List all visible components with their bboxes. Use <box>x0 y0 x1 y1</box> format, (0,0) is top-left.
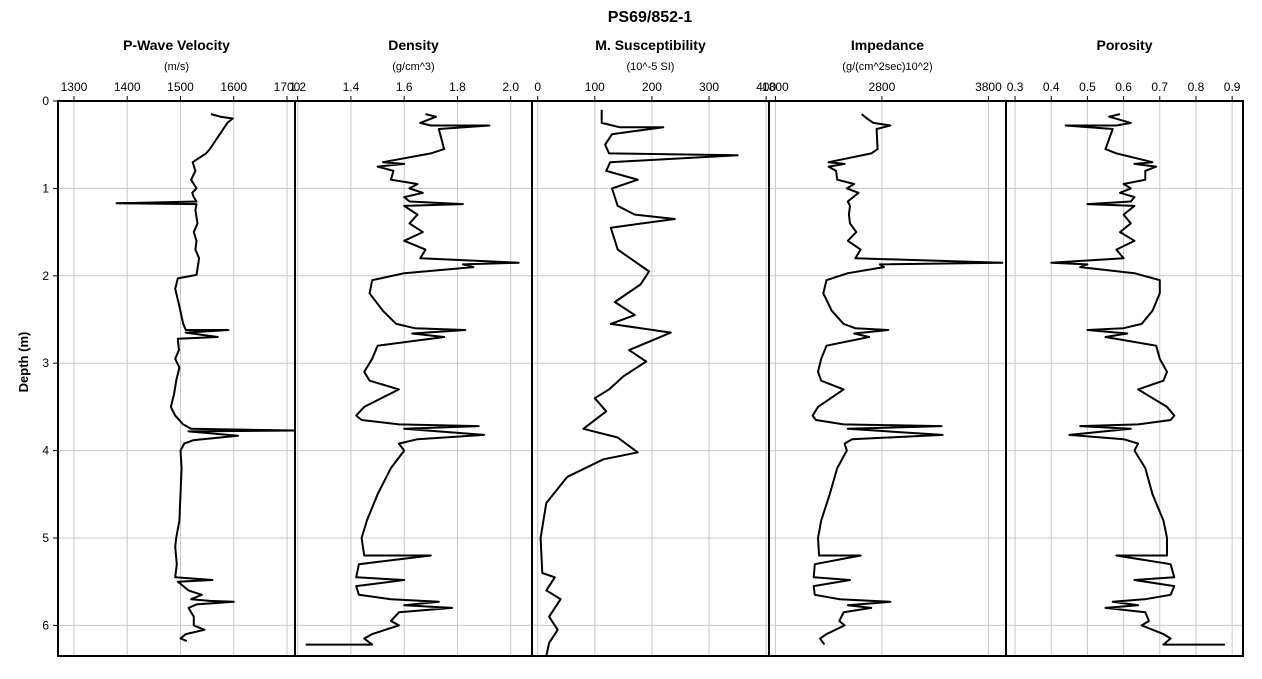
panel-unit: (10^-5 SI) <box>627 61 675 73</box>
y-tick-label: 4 <box>42 444 49 458</box>
series-line-porosity <box>1050 113 1225 646</box>
panel-frame <box>1005 100 1244 657</box>
series-line-p-wave-velocity <box>115 113 296 643</box>
x-tick-label: 1400 <box>114 80 141 94</box>
y-tick-label: 3 <box>42 356 49 370</box>
series-line-density <box>305 113 520 646</box>
x-tick-label: 1.8 <box>449 80 466 94</box>
panel-frame <box>531 100 770 657</box>
panel-2: M. Susceptibility (10^-5 SI) 0 100 200 300 400 <box>531 37 776 657</box>
x-tick-label: 1.4 <box>343 80 360 94</box>
panel-title: Density <box>388 37 439 53</box>
panel-3: Impedance (g/(cm^2sec)10^2) 1800 2800 3800 <box>762 37 1007 657</box>
y-tick-label: 5 <box>42 531 49 545</box>
series-line-impedance <box>811 113 1004 646</box>
x-tick-label: 2800 <box>869 80 896 94</box>
x-tick-label: 2.0 <box>502 80 519 94</box>
y-tick-label: 2 <box>42 269 49 283</box>
panel-frame <box>768 100 1007 657</box>
x-tick-label: 1600 <box>220 80 247 94</box>
panel-unit: (g/(cm^2sec)10^2) <box>842 61 932 73</box>
panel-unit: (m/s) <box>164 61 189 73</box>
y-tick-label: 0 <box>42 94 49 108</box>
x-tick-label: 3800 <box>975 80 1002 94</box>
log-panels: P-Wave Velocity (m/s) 1300 1400 1500 1600 1700… <box>57 37 1244 657</box>
x-tick-label: 1800 <box>762 80 789 94</box>
x-tick-label: 300 <box>699 80 719 94</box>
x-tick-label: 0.9 <box>1224 80 1241 94</box>
panel-title: M. Susceptibility <box>595 37 706 53</box>
panel-unit: (g/cm^3) <box>392 61 434 73</box>
x-tick-label: 0 <box>534 80 541 94</box>
panel-title: Impedance <box>851 37 924 53</box>
series-line-m-susceptibility <box>539 109 739 657</box>
panel-4: Porosity 0.3 0.4 0.5 0.6 0.7 0.8 0.9 <box>1005 37 1244 657</box>
y-axis-ticks: 0 1 2 3 4 5 6 <box>42 94 58 632</box>
x-tick-label: 400 <box>756 80 776 94</box>
x-tick-label: 1.2 <box>289 80 306 94</box>
x-tick-label: 200 <box>642 80 662 94</box>
x-tick-label: 0.8 <box>1188 80 1205 94</box>
x-tick-label: 1300 <box>61 80 88 94</box>
y-tick-label: 6 <box>42 618 49 632</box>
x-tick-label: 0.5 <box>1079 80 1096 94</box>
panel-title: P-Wave Velocity <box>123 37 230 53</box>
x-tick-label: 1700 <box>274 80 301 94</box>
panel-0: P-Wave Velocity (m/s) 1300 1400 1500 1600 1700 <box>57 37 301 657</box>
x-tick-label: 0.7 <box>1151 80 1168 94</box>
x-tick-label: 1.6 <box>396 80 413 94</box>
y-tick-label: 1 <box>42 181 49 195</box>
x-tick-label: 0.3 <box>1007 80 1024 94</box>
y-axis-label: Depth (m) <box>16 332 31 393</box>
panel-title: Porosity <box>1096 37 1152 53</box>
chart-title: PS69/852-1 <box>608 9 693 26</box>
x-tick-label: 0.6 <box>1115 80 1132 94</box>
x-tick-label: 100 <box>585 80 605 94</box>
x-tick-label: 1500 <box>167 80 194 94</box>
panel-1: Density (g/cm^3) 1.2 1.4 1.6 1.8 2.0 <box>289 37 533 657</box>
x-tick-label: 0.4 <box>1043 80 1060 94</box>
